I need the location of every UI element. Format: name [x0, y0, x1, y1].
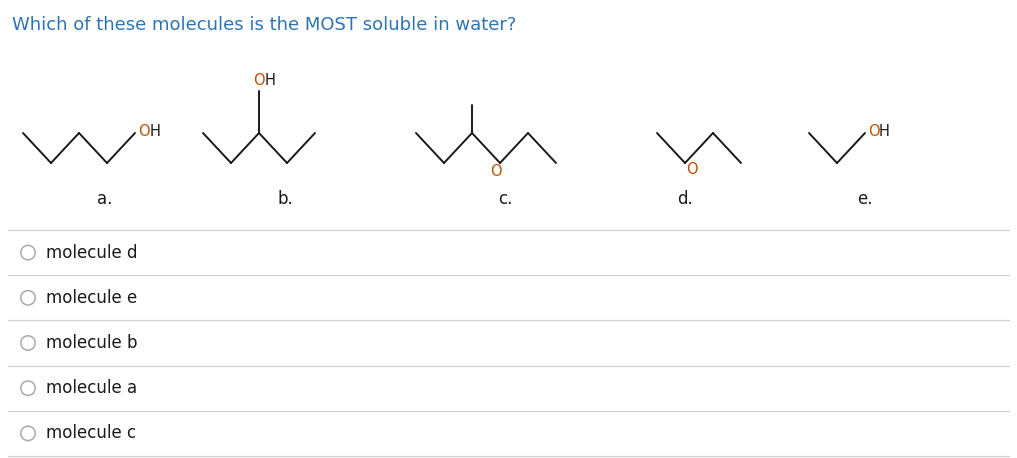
Text: O: O [686, 162, 698, 177]
Text: O: O [868, 125, 880, 140]
Text: e.: e. [857, 190, 873, 208]
Text: c.: c. [497, 190, 513, 208]
Text: molecule d: molecule d [46, 244, 137, 262]
Text: H: H [149, 125, 161, 140]
Text: a.: a. [98, 190, 113, 208]
Text: d.: d. [677, 190, 693, 208]
Text: O: O [490, 164, 501, 179]
Text: b.: b. [277, 190, 293, 208]
Text: Which of these molecules is the MOST soluble in water?: Which of these molecules is the MOST sol… [12, 16, 517, 34]
Text: molecule a: molecule a [46, 379, 137, 397]
Text: molecule e: molecule e [46, 289, 137, 307]
Text: molecule c: molecule c [46, 425, 136, 442]
Text: H: H [265, 73, 276, 88]
Text: O: O [253, 73, 265, 88]
Text: molecule b: molecule b [46, 334, 137, 352]
Text: H: H [879, 125, 890, 140]
Text: O: O [138, 125, 149, 140]
